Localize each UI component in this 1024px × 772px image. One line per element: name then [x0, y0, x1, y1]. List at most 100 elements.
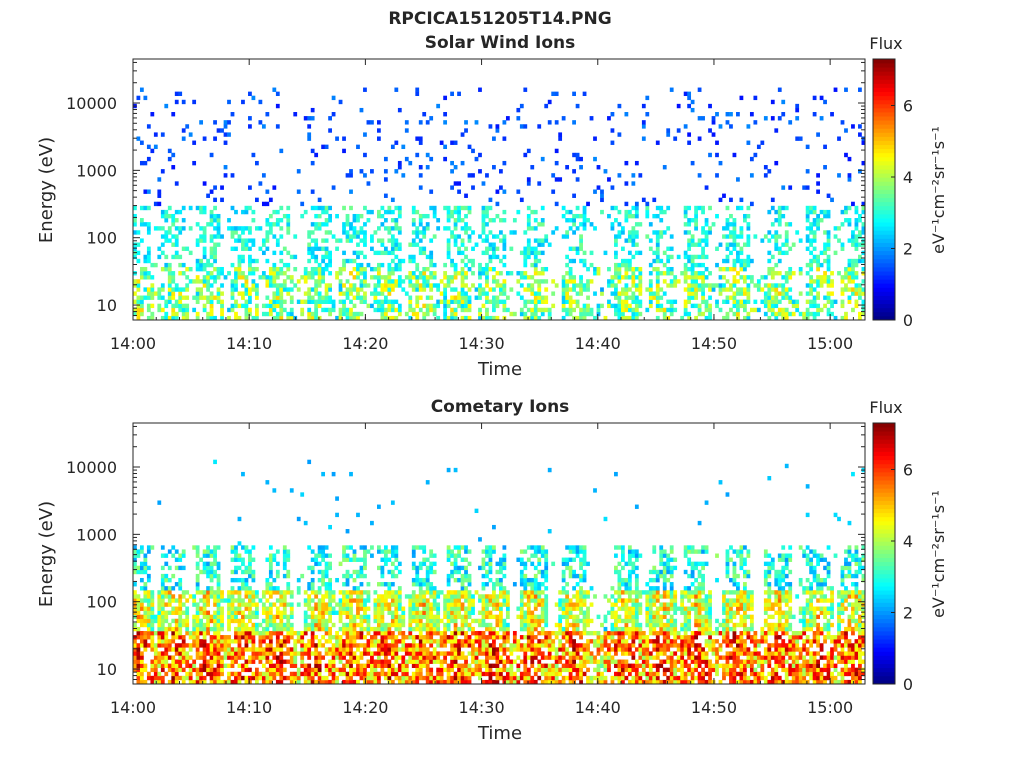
flux-cell: [318, 570, 322, 574]
flux-cell: [248, 562, 252, 566]
flux-cell: [178, 668, 182, 672]
flux-cell: [234, 631, 238, 635]
flux-cell: [398, 570, 402, 574]
flux-cell: [182, 611, 186, 615]
flux-cell: [262, 647, 266, 651]
flux-cell: [321, 594, 325, 598]
flux-cell: [290, 623, 294, 627]
flux-cell: [363, 602, 367, 606]
flux-cell: [530, 275, 534, 279]
flux-cell: [196, 549, 200, 553]
flux-cell: [513, 230, 517, 234]
flux-cell: [750, 308, 754, 312]
flux-cell: [185, 296, 189, 300]
flux-cell: [429, 308, 433, 312]
flux-cell: [147, 611, 151, 615]
flux-cell: [394, 255, 398, 259]
flux-cell: [583, 226, 587, 230]
flux-cell: [203, 607, 207, 611]
flux-cell: [638, 275, 642, 279]
flux-cell: [534, 271, 538, 275]
flux-cell: [203, 655, 207, 659]
flux-cell: [684, 124, 688, 128]
flux-cell: [726, 243, 730, 247]
flux-cell: [231, 611, 235, 615]
flux-cell: [279, 660, 283, 664]
flux-cell: [450, 296, 454, 300]
flux-cell: [346, 607, 350, 611]
flux-cell: [196, 676, 200, 680]
flux-cell: [767, 296, 771, 300]
flux-cell: [269, 304, 273, 308]
flux-cell: [213, 598, 217, 602]
flux-cell: [788, 312, 792, 316]
flux-cell: [217, 226, 221, 230]
flux-cell: [412, 283, 416, 287]
flux-cell: [185, 672, 189, 676]
flux-cell: [569, 296, 573, 300]
flux-cell: [558, 177, 562, 181]
flux-cell: [178, 660, 182, 664]
flux-cell: [234, 647, 238, 651]
flux-cell: [537, 283, 541, 287]
flux-cell: [398, 263, 402, 267]
flux-cell: [614, 312, 618, 316]
flux-cell: [300, 651, 304, 655]
flux-cell: [788, 287, 792, 291]
flux-cell: [224, 141, 228, 145]
flux-cell: [419, 545, 423, 549]
flux-cell: [217, 623, 221, 627]
flux-cell: [569, 308, 573, 312]
flux-cell: [774, 238, 778, 242]
flux-cell: [377, 676, 381, 680]
flux-cell: [855, 234, 859, 238]
flux-cell: [708, 287, 712, 291]
flux-cell: [722, 267, 726, 271]
flux-cell: [360, 664, 364, 668]
flux-cell: [318, 263, 322, 267]
flux-cell: [238, 664, 242, 668]
flux-cell: [412, 275, 416, 279]
flux-cell: [415, 594, 419, 598]
flux-cell: [133, 611, 137, 615]
flux-cell: [210, 291, 214, 295]
flux-cell: [555, 283, 559, 287]
flux-cell: [133, 279, 137, 283]
flux-cell: [429, 631, 433, 635]
flux-cell: [426, 651, 430, 655]
flux-cell: [297, 578, 301, 582]
flux-cell: [565, 234, 569, 238]
flux-cell: [349, 283, 353, 287]
flux-cell: [387, 267, 391, 271]
flux-cell: [426, 607, 430, 611]
flux-cell: [311, 578, 315, 582]
flux-cell: [258, 275, 262, 279]
flux-cell: [238, 611, 242, 615]
flux-cell: [171, 635, 175, 639]
flux-cell: [321, 611, 325, 615]
flux-cell: [182, 287, 186, 291]
flux-cell: [245, 304, 249, 308]
flux-cell: [283, 279, 287, 283]
flux-cell: [248, 647, 252, 651]
flux-cell: [600, 304, 604, 308]
flux-cell: [733, 259, 737, 263]
flux-cell: [419, 238, 423, 242]
flux-cell: [360, 590, 364, 594]
flux-cell: [325, 611, 329, 615]
flux-cell: [217, 267, 221, 271]
flux-cell: [157, 627, 161, 631]
flux-cell: [464, 222, 468, 226]
flux-cell: [356, 230, 360, 234]
flux-cell: [286, 635, 290, 639]
flux-cell: [182, 136, 186, 140]
flux-cell: [624, 283, 628, 287]
flux-cell: [436, 304, 440, 308]
flux-cell: [245, 545, 249, 549]
flux-cell: [321, 602, 325, 606]
flux-cell: [311, 238, 315, 242]
flux-cell: [851, 238, 855, 242]
flux-cell: [234, 230, 238, 234]
flux-cell: [457, 296, 461, 300]
flux-cell: [611, 304, 615, 308]
